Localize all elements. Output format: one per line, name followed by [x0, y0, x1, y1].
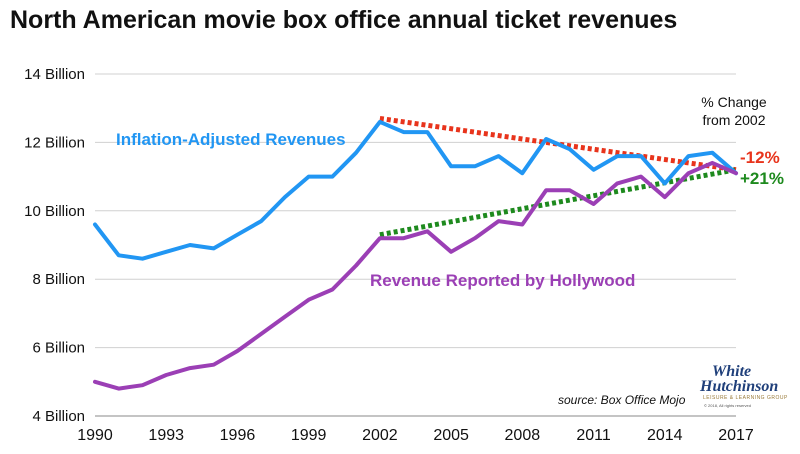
- x-tick-label: 2017: [718, 427, 754, 444]
- logo-line2: Hutchinson: [699, 378, 778, 395]
- x-tick-label: 1996: [220, 427, 256, 444]
- logo-line1: White: [712, 363, 751, 380]
- y-tick-label: 4 Billion: [32, 408, 85, 425]
- x-tick-label: 2014: [647, 427, 683, 444]
- y-tick-label: 6 Billion: [32, 340, 85, 357]
- hollywood-change-label: +21%: [740, 169, 784, 188]
- series-label-inflation: Inflation-Adjusted Revenues: [116, 130, 346, 149]
- y-tick-label: 8 Billion: [32, 271, 85, 288]
- source-note: source: Box Office Mojo: [558, 393, 686, 407]
- y-tick-label: 14 Billion: [24, 66, 85, 83]
- y-tick-label: 10 Billion: [24, 203, 85, 220]
- series-lines: [93, 119, 738, 391]
- trendline: [379, 167, 737, 238]
- chart-title: North American movie box office annual t…: [10, 6, 678, 34]
- x-tick-label: 2008: [505, 427, 541, 444]
- x-tick-label: 1993: [148, 427, 184, 444]
- x-tick-label: 2002: [362, 427, 398, 444]
- inflation-change-label: -12%: [740, 148, 780, 167]
- change-header-line2: from 2002: [702, 112, 765, 128]
- logo-tagline: LEISURE & LEARNING GROUP: [703, 395, 788, 401]
- x-tick-label: 1990: [77, 427, 113, 444]
- series-line: [93, 119, 738, 261]
- x-tick-label: 1999: [291, 427, 327, 444]
- trendlines: [379, 115, 737, 238]
- trendline: [379, 115, 737, 173]
- y-tick-label: 12 Billion: [24, 134, 85, 151]
- white-hutchinson-logo: White Hutchinson LEISURE & LEARNING GROU…: [699, 363, 788, 408]
- x-tick-label: 2005: [433, 427, 469, 444]
- x-axis-ticks: 1990 1993 1996 1999 2002 2005 2008 2011 2014 2017: [77, 427, 754, 444]
- logo-copyright: © 2018, All rights reserved: [704, 403, 751, 408]
- gridlines: [95, 73, 736, 417]
- series-label-hollywood: Revenue Reported by Hollywood: [370, 271, 635, 290]
- x-tick-label: 2011: [576, 427, 611, 444]
- series-line: [93, 160, 738, 391]
- change-header-line1: % Change: [701, 94, 767, 110]
- y-axis-ticks: 4 Billion 6 Billion 8 Billion 10 Billion 12 …: [24, 66, 85, 425]
